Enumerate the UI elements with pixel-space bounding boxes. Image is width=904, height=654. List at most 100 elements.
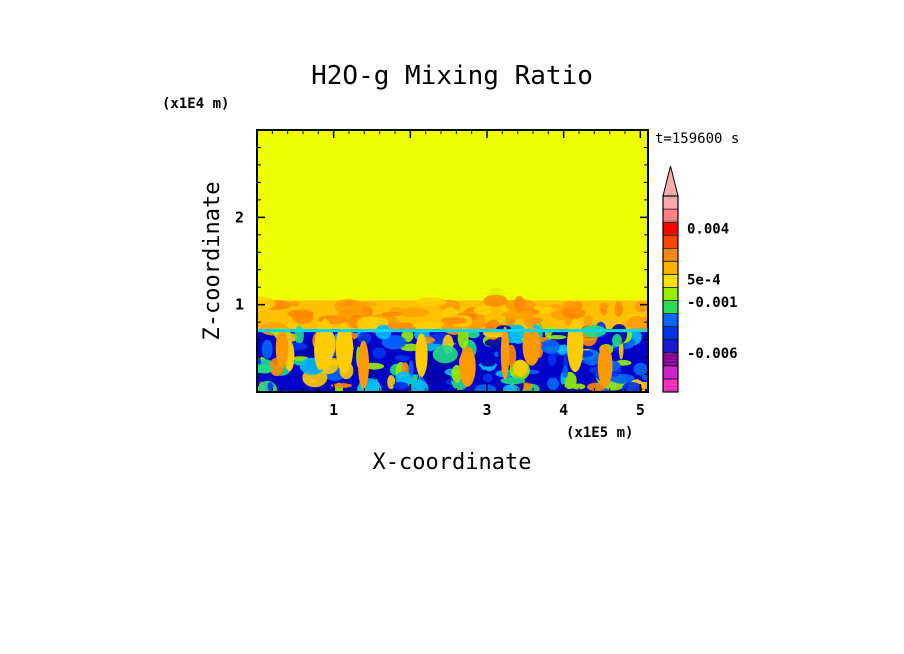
x-tick-label: 4 xyxy=(559,401,568,419)
texture-blob xyxy=(633,362,648,376)
colorbar-segment xyxy=(662,274,679,288)
plot-area xyxy=(257,130,648,392)
colorbar-label: 0.004 xyxy=(687,222,729,238)
texture-blob xyxy=(583,314,593,327)
colorbar-segment xyxy=(662,208,679,223)
texture-blob xyxy=(500,377,526,385)
texture-interface xyxy=(257,329,648,333)
texture-blob xyxy=(621,381,643,392)
texture-blob xyxy=(356,316,383,332)
texture-blob xyxy=(409,379,429,392)
texture-blob xyxy=(562,365,569,379)
texture-blob xyxy=(474,384,497,392)
colorbar-label: 5e-4 xyxy=(687,273,721,289)
texture-blob xyxy=(267,382,274,392)
time-label: t=159600 s xyxy=(655,131,739,147)
texture-blob xyxy=(513,359,528,377)
texture-blob xyxy=(413,321,442,330)
texture-blob xyxy=(257,364,273,374)
colorbar-segment xyxy=(662,247,679,262)
texture-blob xyxy=(397,307,430,317)
texture-blob xyxy=(612,333,622,347)
texture-blob xyxy=(441,307,459,320)
texture-blob xyxy=(481,361,496,367)
colorbar-label: -0.001 xyxy=(687,295,738,311)
texture-blob xyxy=(586,382,606,392)
y-axis-label: Z-coordinate xyxy=(200,182,225,341)
texture-blob xyxy=(473,305,492,315)
y-unit-label: (x1E4 m) xyxy=(162,96,229,112)
texture-plume xyxy=(459,346,476,387)
colorbar-segment xyxy=(662,261,679,275)
texture-blob xyxy=(357,332,372,345)
texture-blob xyxy=(294,325,304,345)
x-unit-label: (x1E5 m) xyxy=(566,425,633,441)
colorbar-frame xyxy=(662,195,679,393)
texture-blob xyxy=(387,374,396,390)
texture-blob xyxy=(381,335,407,350)
texture-blob xyxy=(349,302,378,307)
texture-plume xyxy=(500,326,510,380)
texture-blob xyxy=(440,316,468,325)
texture-plume xyxy=(597,344,613,388)
texture-blob xyxy=(546,377,559,391)
texture-blob xyxy=(547,334,567,340)
texture-blob xyxy=(432,345,458,364)
texture-blob xyxy=(550,304,562,310)
texture-plume xyxy=(415,333,428,377)
texture-blob xyxy=(502,309,534,320)
texture-plume xyxy=(275,329,289,368)
colorbar-segment xyxy=(662,221,679,236)
texture-plume xyxy=(566,318,584,373)
texture-blob xyxy=(381,311,402,317)
y-tick-label: 1 xyxy=(235,296,244,314)
texture-blob xyxy=(414,297,447,307)
texture-blob xyxy=(394,355,410,362)
layer-free-troposphere xyxy=(257,130,648,301)
colorbar-segment xyxy=(662,365,679,380)
colorbar-segment xyxy=(662,326,679,341)
texture-plume xyxy=(317,318,334,372)
texture-blob xyxy=(360,305,373,320)
texture-blob xyxy=(290,301,300,307)
texture-blob xyxy=(502,384,520,392)
x-tick-label: 3 xyxy=(482,401,491,419)
x-tick-label: 1 xyxy=(329,401,338,419)
texture-blob xyxy=(614,302,623,317)
texture-blob xyxy=(457,327,469,349)
field-texture xyxy=(257,294,648,392)
colorbar-segment xyxy=(662,339,679,354)
colorbar-segment xyxy=(662,300,679,314)
texture-blob xyxy=(606,377,625,382)
x-axis-label: X-coordinate xyxy=(373,450,532,475)
colorbar-segment xyxy=(662,195,679,210)
y-axis: 12 xyxy=(235,146,648,376)
texture-blob xyxy=(483,294,508,307)
texture-plume xyxy=(522,326,541,366)
texture-blob xyxy=(408,360,414,379)
texture-blob xyxy=(482,373,493,383)
texture-blob xyxy=(372,347,386,360)
texture-blob xyxy=(561,307,586,319)
texture-blob xyxy=(292,310,314,324)
texture-blob xyxy=(514,295,525,312)
x-tick-label: 2 xyxy=(406,401,415,419)
colorbar-labels: 0.004 5e-4 -0.001 -0.006 xyxy=(687,222,738,362)
colorbar-segment xyxy=(662,234,679,249)
texture-blob xyxy=(626,318,648,328)
texture-blob xyxy=(599,302,609,310)
chart-title: H2O-g Mixing Ratio xyxy=(311,61,593,91)
texture-blob xyxy=(494,351,499,358)
x-axis: 1 2 3 4 5 xyxy=(271,130,645,419)
colorbar-segment xyxy=(662,352,679,367)
plot-frame xyxy=(256,129,649,393)
x-tick-label: 5 xyxy=(636,401,645,419)
colorbar-segment xyxy=(662,378,679,393)
y-tick-label: 2 xyxy=(235,208,244,226)
colorbar-label: -0.006 xyxy=(687,346,738,362)
texture-blob xyxy=(547,353,557,366)
texture-blob xyxy=(635,301,648,313)
texture-blob xyxy=(330,383,353,388)
texture-blob xyxy=(571,383,586,390)
